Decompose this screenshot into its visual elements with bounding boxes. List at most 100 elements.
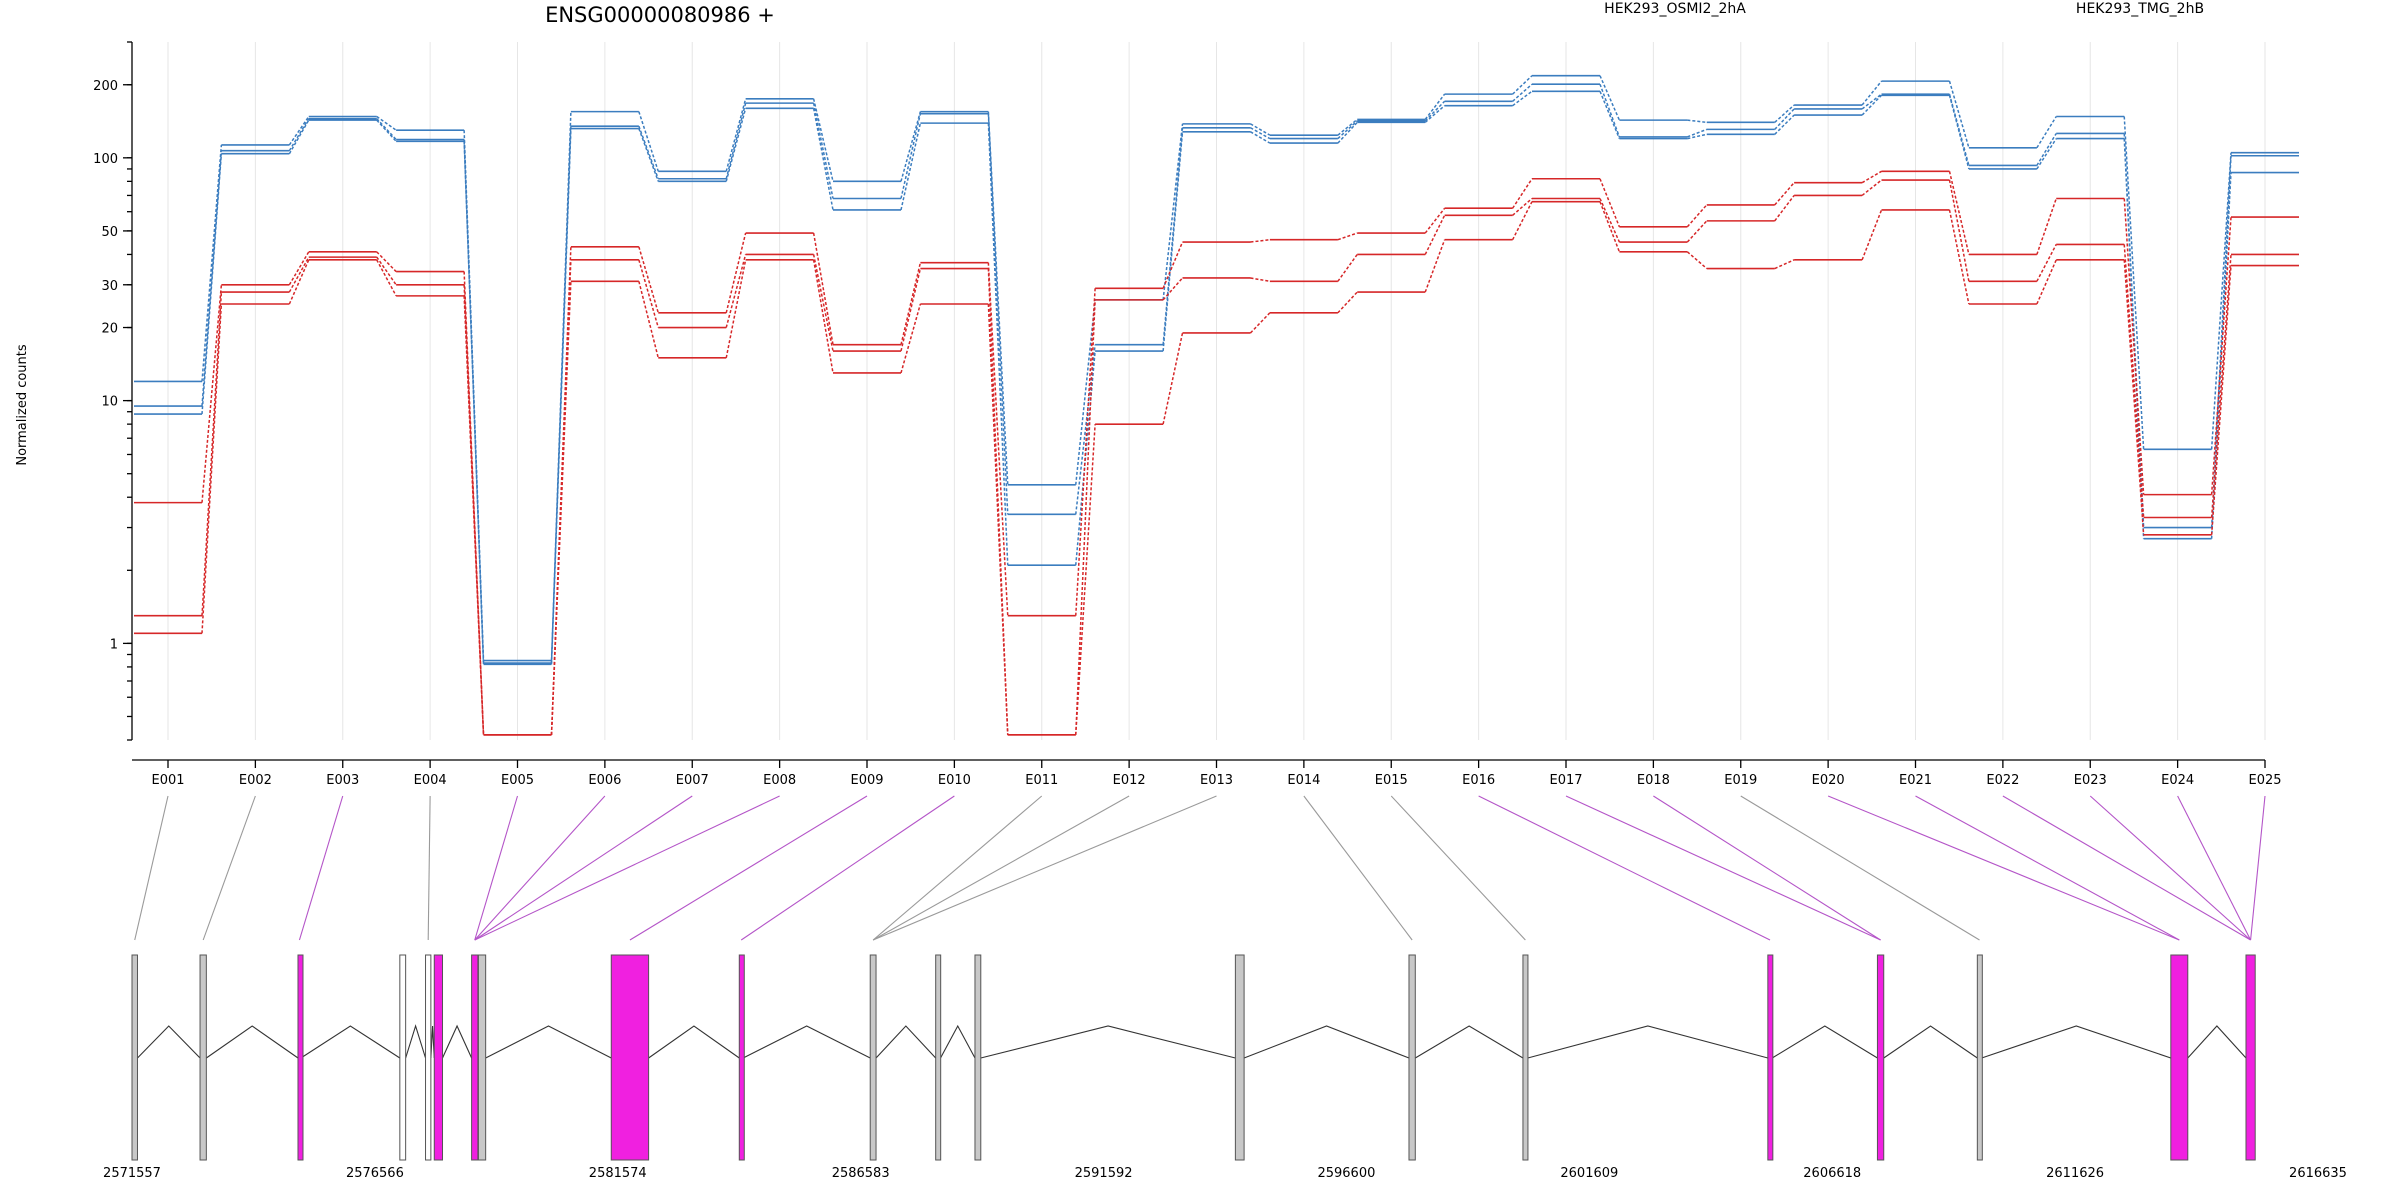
connector-segment (1250, 238, 1270, 243)
connector-segment (1250, 277, 1271, 283)
connector-segment (1162, 131, 1184, 352)
connector-segment (1599, 178, 1621, 228)
exon-box-13 (974, 954, 982, 1161)
x-tick-label-e020: E020 (1812, 773, 1845, 788)
exon-link-e024 (2177, 795, 2252, 941)
exon-box-11 (869, 954, 877, 1161)
connector-segment (638, 111, 659, 172)
x-tick-label-e015: E015 (1375, 773, 1408, 788)
series-3 (134, 90, 2299, 666)
intron-line (940, 1024, 976, 1059)
connector-segment (2036, 138, 2057, 170)
connector-segment (1774, 182, 1795, 206)
connector-segment (1512, 90, 1533, 107)
exon-box-7 (471, 954, 479, 1161)
genomic-coordinate-axis: 2571557 2576566 2581574 2586583 2591592 25966… (103, 1166, 2347, 1181)
connector-segment (1687, 133, 1707, 140)
connector-segment (376, 256, 397, 286)
connector-segment (2210, 254, 2232, 518)
connector-segment (1424, 100, 1446, 122)
connector-segment (1424, 239, 1446, 293)
exon-link-e020 (1827, 795, 2180, 941)
x-tick-label-e019: E019 (1724, 773, 1757, 788)
connector-segment (1424, 93, 1446, 120)
connector-segment (1075, 299, 1096, 485)
connector-segment (1337, 121, 1358, 144)
connector-segment (1774, 104, 1795, 123)
connector-segment (1162, 332, 1184, 425)
x-tick-label-e012: E012 (1113, 773, 1146, 788)
connector-segment (463, 284, 485, 735)
connector-segment (376, 115, 397, 131)
x-tick-label-e023: E023 (2074, 773, 2107, 788)
connector-segment (463, 141, 485, 665)
exon-link-e012 (872, 795, 1130, 941)
x-tick-label-e001: E001 (151, 773, 184, 788)
connector-segment (2123, 198, 2145, 495)
connector-segment (2210, 152, 2232, 450)
connector-segment (812, 98, 834, 182)
connector-segment (725, 98, 747, 172)
x-tick-label-e007: E007 (676, 773, 709, 788)
connector-segment (1774, 114, 1795, 135)
connector-segment (1424, 105, 1446, 123)
exon-link-e003 (298, 795, 344, 941)
intron-line (137, 1025, 201, 1059)
connector-segment (1686, 204, 1708, 228)
genomic-tick-label: 2571557 (103, 1166, 161, 1181)
connector-segment (1861, 170, 1882, 184)
y-tick-label: 100 (93, 152, 118, 167)
connector-segment (201, 153, 223, 415)
connector-segment (725, 254, 747, 328)
connector-segment (987, 303, 1009, 735)
connector-segment (1337, 291, 1358, 314)
exon-link-e016 (1478, 795, 1771, 941)
connector-segment (550, 281, 572, 735)
x-tick-label-e009: E009 (850, 773, 883, 788)
exon-link-e011 (872, 795, 1043, 941)
connector-segment (288, 251, 310, 286)
connector-segment (900, 111, 922, 182)
connector-segment (1162, 241, 1184, 289)
connector-segment (1249, 312, 1271, 334)
connector-segment (201, 284, 223, 503)
intron-line (1981, 1025, 2171, 1059)
exon-link-e010 (740, 795, 955, 941)
x-tick-label-e005: E005 (501, 773, 534, 788)
connector-segment (2036, 116, 2057, 149)
series-6 (134, 200, 2299, 736)
intron-line (485, 1025, 612, 1059)
connector-segment (1686, 220, 1708, 243)
connector-segment (987, 123, 1009, 566)
connector-segment (201, 292, 223, 616)
connector-segment (1599, 198, 1621, 243)
connector-segment (1337, 118, 1358, 136)
exon-link-e006 (474, 795, 606, 941)
connector-segment (900, 303, 922, 374)
x-tick-label-e024: E024 (2161, 773, 2194, 788)
connector-segment (812, 254, 834, 352)
connector-segment (1861, 179, 1882, 197)
connector-segment (1948, 171, 1970, 255)
exon-box-8 (477, 954, 487, 1161)
connector-segment (2123, 244, 2145, 518)
exon-box-18 (1876, 954, 1885, 1161)
exon-link-e013 (872, 795, 1217, 941)
genomic-tick-label: 2611626 (2046, 1166, 2104, 1181)
genomic-tick-label: 2581574 (589, 1166, 647, 1181)
exon-link-e007 (474, 795, 693, 941)
y-tick-label: 50 (101, 225, 118, 240)
connector-segment (2210, 172, 2232, 539)
exon-box-6 (433, 954, 444, 1161)
exon-box-4 (399, 954, 407, 1161)
exon-box-2 (199, 954, 207, 1161)
intron-line (405, 1024, 427, 1059)
exon-link-e005 (474, 795, 519, 941)
gene-model (131, 954, 2256, 1161)
exon-box-15 (1408, 954, 1416, 1161)
connector-segment (987, 268, 1009, 735)
connector-segment (1424, 214, 1446, 255)
intron-line (1527, 1025, 1768, 1059)
connector-segment (900, 268, 922, 352)
exon-link-e015 (1390, 795, 1526, 941)
